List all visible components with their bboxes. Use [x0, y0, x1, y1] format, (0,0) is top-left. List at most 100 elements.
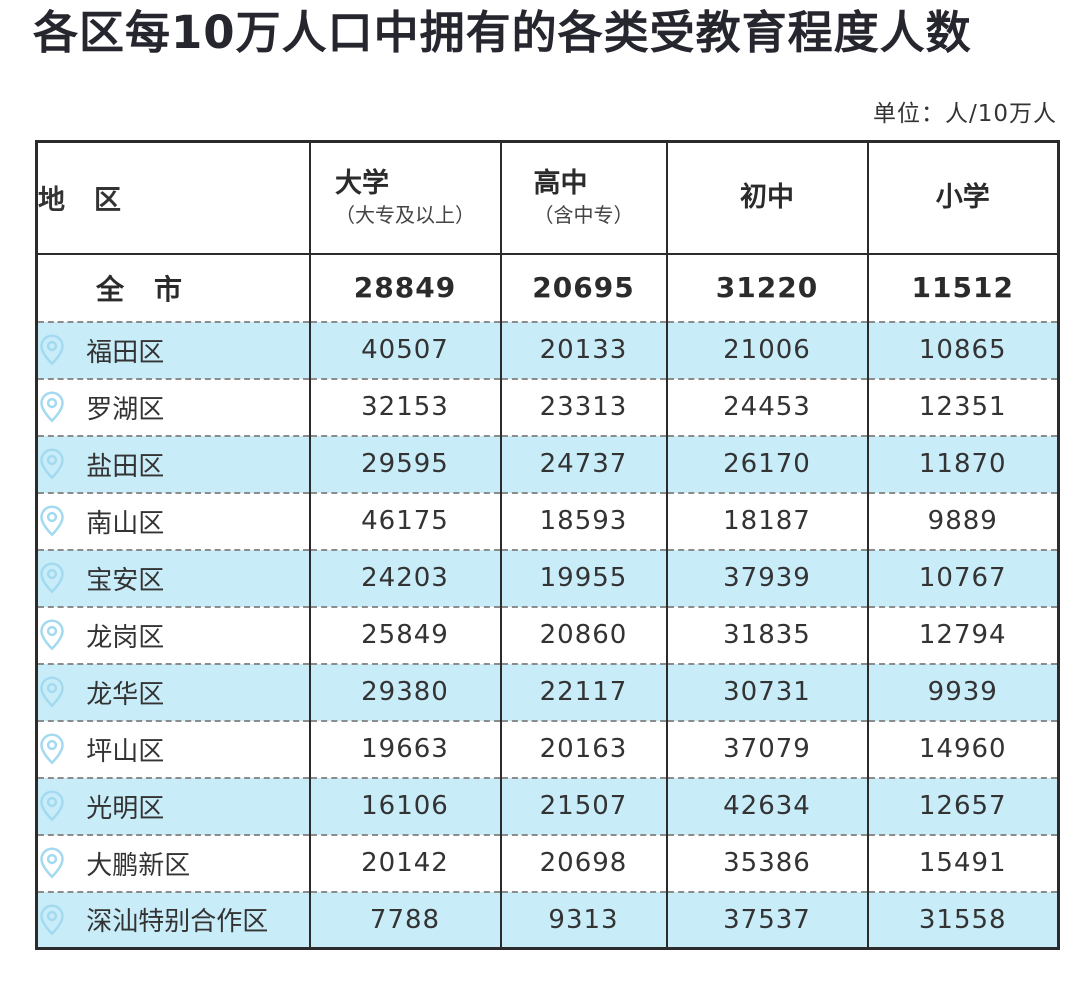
table-row: 盐田区 29595 24737 26170 11870 — [36, 434, 1059, 493]
value-cell: 16106 — [308, 776, 501, 835]
value-cell: 12794 — [866, 605, 1059, 664]
infographic-page: 各区每10万人口中拥有的各类受教育程度人数 单位：人/10万人 地 区 大学 （… — [0, 6, 1080, 998]
column-header-highschool-sublabel: （含中专） — [533, 202, 634, 227]
value-cell: 20695 — [499, 253, 667, 322]
location-pin-icon — [38, 904, 66, 936]
unit-label: 单位：人/10万人 — [872, 101, 1057, 127]
region-name: 深汕特别合作区 — [86, 907, 269, 938]
column-header-highschool: 高中 （含中专） — [499, 141, 667, 255]
value-cell: 18593 — [499, 491, 667, 550]
value-cell: 9939 — [866, 662, 1059, 721]
column-header-university: 大学 （大专及以上） — [308, 141, 501, 255]
table-row: 福田区 40507 20133 21006 10865 — [36, 320, 1059, 379]
region-name: 龙岗区 — [86, 622, 165, 653]
column-header-highschool-label: 高中 — [533, 167, 588, 199]
location-pin-icon — [38, 676, 66, 708]
value-cell: 21006 — [665, 320, 868, 379]
value-cell: 23313 — [499, 377, 667, 436]
value-cell: 7788 — [308, 890, 501, 949]
value-cell: 18187 — [665, 491, 868, 550]
region-name: 南山区 — [86, 508, 165, 539]
value-cell: 11870 — [866, 434, 1059, 493]
column-header-middleschool-label: 初中 — [740, 181, 794, 213]
value-cell: 11512 — [866, 253, 1059, 322]
table-row-citywide: 全 市 28849 20695 31220 11512 — [37, 253, 1059, 322]
location-pin-icon — [38, 505, 66, 537]
header-row: 地 区 大学 （大专及以上） 高中 （含中专） 初中 — [36, 141, 1059, 255]
value-cell: 24203 — [308, 548, 501, 607]
column-header-university-sublabel: （大专及以上） — [335, 202, 475, 227]
value-cell: 42634 — [665, 776, 868, 835]
location-pin-icon — [38, 733, 66, 765]
value-cell: 20163 — [499, 719, 667, 778]
value-cell: 37079 — [665, 719, 868, 778]
value-cell: 32153 — [308, 377, 501, 436]
value-cell: 40507 — [308, 320, 501, 379]
region-name: 坪山区 — [86, 736, 165, 767]
column-header-region-label: 地 区 — [38, 185, 122, 217]
value-cell: 29380 — [308, 662, 501, 721]
value-cell: 24737 — [499, 434, 667, 493]
location-pin-icon — [38, 790, 66, 822]
region-name: 龙华区 — [86, 679, 165, 710]
value-cell: 21507 — [499, 776, 667, 835]
value-cell: 22117 — [499, 662, 667, 721]
table-row: 罗湖区 32153 23313 24453 12351 — [36, 377, 1059, 436]
location-pin-icon — [38, 847, 66, 879]
value-cell: 29595 — [308, 434, 501, 493]
value-cell: 15491 — [866, 833, 1059, 892]
value-cell: 20133 — [499, 320, 667, 379]
table-row: 深汕特别合作区 7788 9313 37537 31558 — [36, 890, 1059, 949]
value-cell: 35386 — [665, 833, 868, 892]
table-row: 南山区 46175 18593 18187 9889 — [36, 491, 1059, 550]
value-cell: 37537 — [665, 890, 868, 949]
value-cell: 28849 — [308, 253, 501, 322]
region-name: 全 市 — [96, 272, 184, 306]
value-cell: 10865 — [866, 320, 1059, 379]
table-row: 龙岗区 25849 20860 31835 12794 — [36, 605, 1059, 664]
value-cell: 26170 — [665, 434, 868, 493]
column-header-region: 地 区 — [36, 141, 310, 255]
value-cell: 46175 — [308, 491, 501, 550]
region-name: 大鹏新区 — [86, 850, 191, 881]
column-header-primaryschool-label: 小学 — [935, 181, 990, 213]
value-cell: 20860 — [499, 605, 667, 664]
value-cell: 24453 — [665, 377, 868, 436]
value-cell: 19663 — [308, 719, 501, 778]
table-row: 大鹏新区 20142 20698 35386 15491 — [36, 833, 1059, 892]
table-row: 光明区 16106 21507 42634 12657 — [36, 776, 1059, 835]
value-cell: 31220 — [665, 253, 868, 322]
page-title: 各区每10万人口中拥有的各类受教育程度人数 — [33, 6, 972, 59]
value-cell: 25849 — [308, 605, 501, 664]
region-name: 罗湖区 — [86, 394, 165, 425]
region-name: 福田区 — [86, 337, 165, 368]
value-cell: 12657 — [866, 776, 1059, 835]
value-cell: 10767 — [866, 548, 1059, 607]
value-cell: 20698 — [499, 833, 667, 892]
region-name: 盐田区 — [86, 451, 165, 482]
education-table: 地 区 大学 （大专及以上） 高中 （含中专） 初中 — [35, 140, 1060, 950]
location-pin-icon — [38, 562, 66, 594]
value-cell: 9313 — [499, 890, 667, 949]
location-pin-icon — [38, 391, 66, 423]
value-cell: 37939 — [665, 548, 868, 607]
value-cell: 14960 — [866, 719, 1059, 778]
value-cell: 20142 — [308, 833, 501, 892]
location-pin-icon — [38, 619, 66, 651]
value-cell: 12351 — [866, 377, 1059, 436]
region-name: 光明区 — [86, 793, 165, 824]
value-cell: 31835 — [665, 605, 868, 664]
location-pin-icon — [38, 448, 66, 480]
column-header-university-label: 大学 — [335, 167, 389, 199]
value-cell: 30731 — [665, 662, 868, 721]
region-name: 宝安区 — [86, 565, 165, 596]
table-row: 坪山区 19663 20163 37079 14960 — [36, 719, 1059, 778]
value-cell: 19955 — [499, 548, 667, 607]
column-header-middleschool: 初中 — [665, 141, 868, 255]
location-pin-icon — [38, 334, 66, 366]
value-cell: 31558 — [866, 890, 1059, 949]
table-row: 龙华区 29380 22117 30731 9939 — [36, 662, 1059, 721]
column-header-primaryschool: 小学 — [866, 141, 1059, 255]
table-row: 宝安区 24203 19955 37939 10767 — [36, 548, 1059, 607]
value-cell: 9889 — [866, 491, 1059, 550]
